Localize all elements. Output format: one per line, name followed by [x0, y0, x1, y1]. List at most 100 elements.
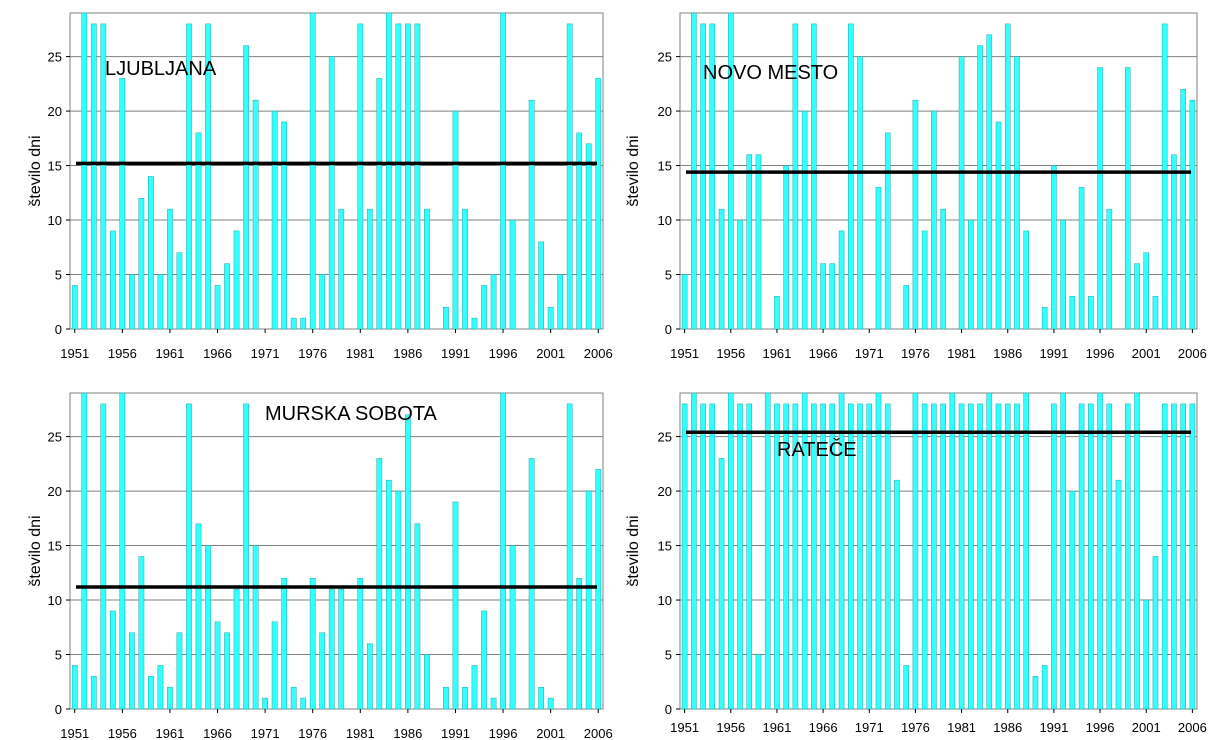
y-tick-label: 5 — [55, 648, 62, 663]
y-axis-label: število dni — [27, 515, 44, 586]
bar — [801, 110, 808, 330]
bar — [829, 403, 836, 710]
bar — [1189, 99, 1196, 330]
bar — [958, 403, 965, 710]
bar — [801, 392, 808, 710]
plot-area — [69, 392, 604, 710]
chart-panel-4: 0 5 10 15 20 25 1951 1956 1961 1966 1971 1976 1981 19… — [625, 392, 1207, 735]
bar — [538, 686, 545, 710]
bar — [857, 56, 863, 330]
bar — [176, 632, 183, 710]
x-tick-label: 1956 — [108, 346, 137, 361]
bar — [774, 296, 780, 330]
x-tick-label: 1991 — [441, 726, 470, 740]
bar — [500, 12, 506, 330]
x-tick-label: 1986 — [993, 720, 1022, 735]
bar — [462, 686, 468, 710]
x-tick-label: 1976 — [901, 346, 930, 361]
bar — [1014, 56, 1020, 330]
bar — [252, 545, 259, 710]
bar — [681, 403, 688, 710]
bar — [709, 23, 716, 330]
bar — [838, 230, 845, 330]
bar — [995, 403, 1002, 710]
bar — [443, 306, 449, 330]
bar — [838, 392, 845, 710]
bar — [1171, 154, 1177, 330]
bar — [1078, 403, 1085, 710]
x-tick-label: 1971 — [855, 720, 884, 735]
bar — [538, 241, 545, 330]
x-tick-label: 1996 — [1086, 346, 1115, 361]
bar — [90, 23, 97, 330]
bar — [1060, 392, 1066, 710]
bar — [912, 99, 919, 330]
x-tick-label: 1981 — [346, 346, 375, 361]
bar — [119, 392, 126, 710]
bar — [424, 208, 430, 330]
bar — [338, 208, 345, 330]
bar — [481, 610, 487, 710]
bar — [357, 577, 364, 710]
bar — [857, 403, 863, 710]
bar — [119, 78, 126, 330]
bar — [709, 403, 716, 710]
bar — [109, 610, 116, 710]
bar — [233, 588, 240, 710]
bar — [224, 632, 230, 710]
bar — [1014, 403, 1020, 710]
x-tick-label: 1991 — [1039, 346, 1068, 361]
bar — [281, 121, 288, 330]
bar — [875, 187, 882, 330]
x-tick-label: 1991 — [441, 346, 470, 361]
bar — [205, 23, 211, 330]
bar — [243, 403, 249, 710]
bar — [1032, 676, 1039, 710]
bar — [243, 45, 249, 330]
bar — [1124, 67, 1131, 330]
bar — [338, 588, 345, 710]
bar — [1060, 219, 1066, 330]
y-tick-label: 20 — [48, 484, 62, 499]
bar — [700, 403, 706, 710]
bar — [1106, 403, 1113, 710]
bar — [903, 285, 909, 330]
bar — [395, 490, 402, 710]
x-tick-label: 2001 — [1132, 720, 1161, 735]
station-title: MURSKA SOBOTA — [265, 403, 438, 425]
bar — [528, 99, 535, 330]
bar — [290, 686, 297, 710]
x-tick-label: 1991 — [1039, 720, 1068, 735]
bar — [290, 317, 297, 330]
y-axis-label: število dni — [625, 135, 642, 206]
bar — [233, 230, 240, 330]
y-tick-label: 15 — [48, 159, 62, 174]
bar — [357, 23, 364, 330]
bar — [128, 632, 135, 710]
bar — [309, 577, 316, 710]
bar — [271, 621, 278, 710]
bar — [848, 403, 854, 710]
bar — [481, 285, 487, 330]
bar — [1004, 23, 1011, 330]
bar — [820, 263, 826, 330]
y-tick-label: 0 — [55, 322, 62, 337]
bar — [1124, 403, 1131, 710]
bar — [528, 458, 535, 710]
bar — [921, 403, 928, 710]
bar — [746, 154, 753, 330]
x-tick-label: 1961 — [155, 346, 184, 361]
bar — [566, 403, 573, 710]
bar — [931, 110, 937, 330]
bar — [829, 263, 836, 330]
bar — [100, 403, 107, 710]
bar — [424, 654, 430, 710]
x-tick-label: 1986 — [993, 346, 1022, 361]
bar — [109, 230, 116, 330]
bar — [1088, 403, 1094, 710]
bar — [1180, 403, 1186, 710]
y-tick-label: 20 — [48, 104, 62, 119]
bar — [81, 392, 88, 710]
bar — [319, 632, 326, 710]
